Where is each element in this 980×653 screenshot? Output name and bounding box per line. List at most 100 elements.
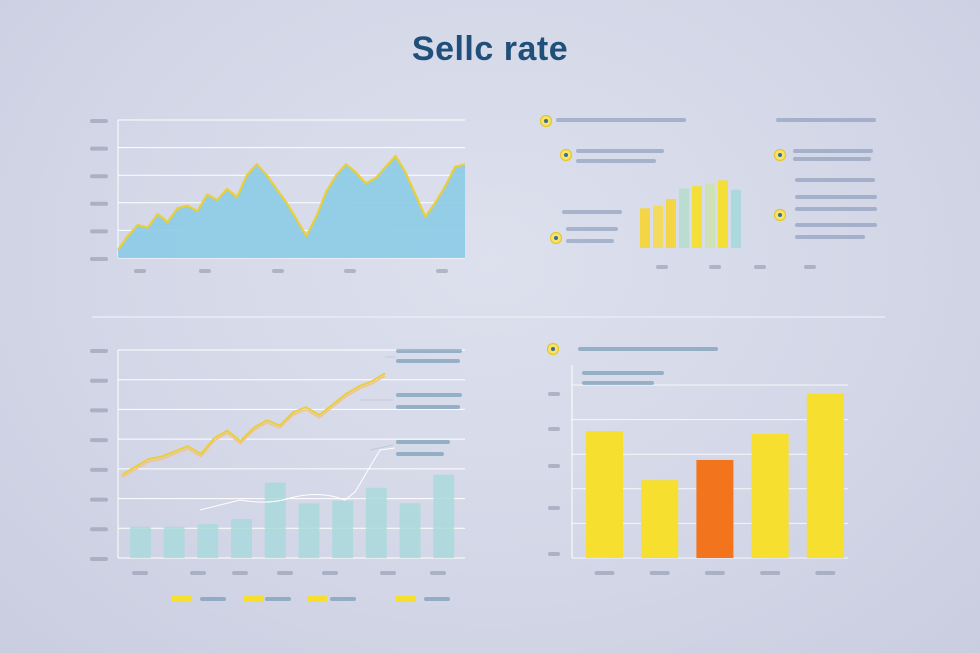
- annotation-text-tr: [566, 227, 618, 231]
- annotation-text-bl: [396, 405, 460, 409]
- annotation-text-tr: [562, 210, 622, 214]
- bar-tr: [640, 208, 650, 248]
- bar-br: [806, 393, 844, 558]
- bar-bl: [197, 524, 219, 558]
- legend-label: [424, 597, 450, 601]
- y-tick-label-tl: [90, 174, 108, 179]
- chart-br-marker-center: [551, 347, 555, 351]
- x-tick-label-bl: [277, 571, 293, 575]
- x-tick-label-br: [815, 571, 836, 575]
- annotation-text-tr: [793, 149, 873, 153]
- legend-label: [200, 597, 226, 601]
- annotation-marker-3-center: [778, 153, 782, 157]
- annotation-marker-4-center: [554, 236, 558, 240]
- legend-swatch: [307, 596, 327, 602]
- bar-br: [586, 431, 623, 558]
- chart-title: Sellc rate: [411, 30, 569, 68]
- trend-line-white: [199, 447, 396, 511]
- bar-bl: [163, 526, 185, 558]
- chart-br-subtitle: [578, 347, 718, 351]
- bar-br: [696, 459, 734, 558]
- area-series-line: [117, 154, 466, 251]
- annotation-text-tr: [795, 235, 865, 239]
- annotation-text-bl: [396, 349, 462, 353]
- x-tick-label-tr: [754, 265, 766, 269]
- bar-tr: [679, 188, 689, 248]
- y-tick-label-br: [548, 552, 560, 556]
- legend-label: [330, 597, 356, 601]
- annotation-text-tr: [795, 195, 877, 199]
- y-tick-label-tl: [90, 119, 108, 123]
- chart-br-note: [582, 371, 664, 375]
- bar-bl: [231, 519, 252, 558]
- bar-bl: [332, 500, 354, 558]
- y-tick-label-br: [548, 464, 560, 468]
- y-tick-label-bl: [90, 527, 108, 532]
- bar-tr: [692, 186, 702, 248]
- annotation-text-bl: [396, 452, 444, 456]
- y-tick-label-bl: [90, 497, 108, 502]
- legend-swatch: [172, 596, 192, 602]
- annotation-text-bl: [396, 359, 460, 363]
- x-tick-label-tr: [656, 265, 668, 269]
- annotation-marker-2-center: [564, 153, 568, 157]
- bar-bl: [365, 487, 387, 558]
- x-tick-label-tr: [709, 265, 721, 269]
- x-tick-label-br: [594, 571, 615, 575]
- x-tick-label-tl: [344, 269, 356, 273]
- y-tick-label-bl: [90, 408, 108, 413]
- annot-connector: [369, 444, 394, 451]
- x-tick-label-bl: [322, 571, 338, 575]
- line-series-1: [121, 372, 386, 476]
- x-tick-label-bl: [380, 571, 396, 575]
- annotation-text-bl: [396, 393, 462, 397]
- chart-br-note: [582, 381, 654, 385]
- y-tick-label-br: [548, 506, 560, 510]
- bar-tr: [666, 199, 676, 248]
- x-tick-label-tl: [134, 269, 146, 273]
- area-series-fill: [118, 155, 465, 258]
- bar-br: [641, 480, 679, 558]
- annotation-text-tr: [566, 239, 614, 243]
- x-tick-label-tl: [272, 269, 284, 273]
- y-tick-label-tl: [90, 229, 108, 234]
- y-tick-label-tl: [90, 146, 108, 151]
- x-tick-label-bl: [190, 571, 206, 575]
- bar-tr: [718, 180, 728, 248]
- bar-tr: [731, 189, 741, 248]
- y-tick-label-bl: [90, 557, 108, 561]
- bar-bl: [298, 503, 320, 558]
- x-tick-label-br: [704, 571, 725, 575]
- bar-bl: [433, 474, 455, 558]
- x-tick-label-bl: [132, 571, 148, 575]
- annotation-marker-1-center: [544, 119, 548, 123]
- annotation-text-tr: [795, 207, 877, 211]
- legend-swatch: [244, 596, 264, 602]
- bar-tr: [653, 206, 663, 248]
- y-tick-label-tl: [90, 201, 108, 206]
- bar-bl: [130, 526, 151, 558]
- x-tick-label-bl: [232, 571, 248, 575]
- y-tick-label-tl: [90, 257, 108, 261]
- x-tick-label-tl: [436, 269, 448, 273]
- annotation-text-tr: [795, 223, 877, 227]
- y-tick-label-bl: [90, 378, 108, 383]
- annotation-text-bl: [396, 440, 450, 444]
- bar-tr: [705, 183, 715, 248]
- y-tick-label-bl: [90, 349, 108, 353]
- legend-label: [265, 597, 291, 601]
- y-tick-label-bl: [90, 438, 108, 443]
- bar-bl: [264, 482, 286, 558]
- line-series-2: [121, 375, 386, 479]
- annotation-text-tr: [776, 118, 876, 122]
- y-tick-label-br: [548, 392, 560, 396]
- x-tick-label-br: [760, 571, 781, 575]
- y-tick-label-bl: [90, 467, 108, 472]
- bar-br: [751, 434, 789, 558]
- x-tick-label-tr: [804, 265, 816, 269]
- x-tick-label-tl: [199, 269, 211, 273]
- bar-bl: [399, 503, 421, 558]
- annotation-text-tr: [576, 159, 656, 163]
- legend-swatch: [396, 596, 416, 602]
